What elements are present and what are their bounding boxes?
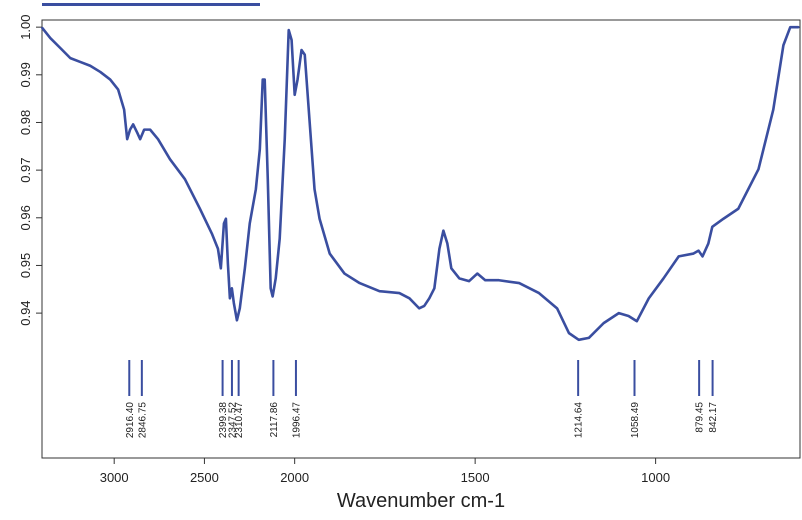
peak-label: 1214.64 [574, 402, 585, 439]
x-axis-label: Wavenumber cm-1 [337, 490, 505, 512]
x-tick-label: 2000 [280, 470, 309, 485]
x-tick-label: 1000 [641, 470, 670, 485]
peak-label: 2310.47 [234, 402, 245, 439]
peak-label: 842.17 [708, 402, 719, 433]
y-tick-label: 0.95 [18, 253, 33, 278]
plot-frame [41, 19, 801, 459]
y-tick-label: 1.00 [18, 14, 33, 39]
peak-label: 879.45 [695, 402, 706, 433]
peak-label: 2117.86 [269, 402, 280, 438]
y-tick-label: 0.94 [18, 300, 33, 325]
y-tick-label: 0.99 [18, 62, 33, 87]
peak-label: 2846.75 [137, 402, 148, 439]
y-tick-label: 0.98 [18, 110, 33, 135]
peak-label: 2916.40 [125, 402, 136, 439]
legend-strip [42, 3, 260, 6]
x-tick-label: 3000 [100, 470, 129, 485]
peak-label: 1058.49 [630, 402, 641, 439]
peak-label: 2347.52 [227, 402, 238, 439]
spectrum-line [41, 25, 800, 342]
peak-label: 2399.38 [218, 402, 229, 439]
x-tick-label: 1500 [461, 470, 490, 485]
x-tick-label: 2500 [190, 470, 219, 485]
y-tick-label: 0.96 [18, 205, 33, 230]
peak-label: 1996.47 [291, 402, 302, 439]
y-tick-label: 0.97 [18, 157, 33, 182]
